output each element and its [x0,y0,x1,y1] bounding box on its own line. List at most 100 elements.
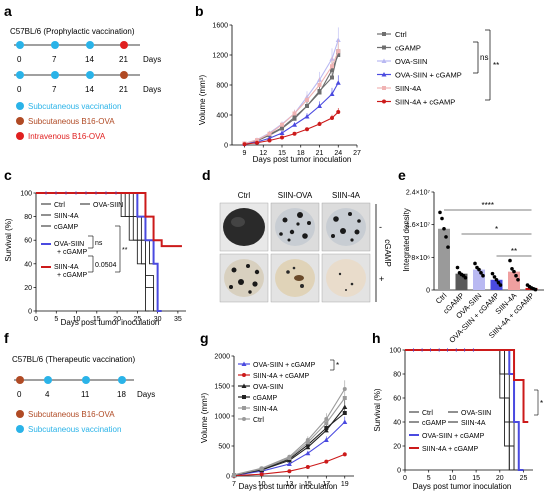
data-point [335,37,341,42]
x-tick-label: 13 [285,481,293,488]
data-point [305,438,310,442]
legend-label: Ctrl [395,30,407,39]
x-tick-label: 25 [520,475,528,482]
y-tick-label: 1600 [212,23,228,30]
x-tick-label: 15 [278,150,286,157]
survival-curve [36,192,162,312]
data-point [455,265,460,270]
lung-image-siin-4a-plus [326,259,366,297]
data-point [324,421,329,426]
timeline-dot [16,41,24,49]
y-tick-label: 20 [24,285,32,292]
x-tick-label: 5 [54,316,58,323]
x-tick-label: 15 [472,475,480,482]
legend-dot [16,410,24,418]
data-point [342,452,347,457]
data-point [514,273,518,278]
timeline-dot [16,71,24,79]
data-point [324,459,329,464]
data-point [336,49,341,54]
y-tick-label: 0 [28,309,32,316]
timeline-label: 7 [52,55,57,64]
x-axis-label: Days post tumor inoculation [253,155,352,164]
panel-letter-d: d [202,167,211,183]
y-tick-label: 1200 [212,53,228,60]
data-point [510,266,514,271]
y-axis-label: Volume (mm³) [200,393,209,444]
series-line [244,39,339,145]
legend-label: OVA-SIIN [461,410,491,417]
data-point [292,116,297,121]
data-point [382,45,386,50]
legend-label: + cGAMP [57,249,87,256]
data-point [498,283,503,287]
data-point [259,472,264,477]
data-point [335,80,341,85]
data-point [287,469,292,474]
data-point [438,210,442,215]
data-point [305,127,309,132]
legend-label: SIIN-4A + cGAMP [422,446,479,453]
sig-label: **** [482,201,494,210]
legend-dot [16,102,24,110]
legend-label: SIIN-4A + cGAMP [395,98,455,107]
data-point [304,114,310,119]
sig-label: ** [122,247,128,254]
panel-letter-b: b [195,3,204,19]
x-tick-label: 30 [154,316,162,323]
series-line [233,421,346,476]
timeline-label: 0 [17,85,22,94]
x-tick-label: 9 [243,150,247,157]
y-tick-label: 1.6×10⁷ [406,222,431,229]
x-tick-label: 18 [297,150,305,157]
data-point [330,116,334,120]
data-point [477,267,481,272]
data-point [232,472,236,477]
legend-label: OVA-SIIN [93,202,123,209]
data-point [267,131,272,136]
x-tick-label: 17 [322,481,330,488]
x-tick-label: 10 [73,316,81,323]
panel-g-legend: OVA-SIIN + cGAMP SIIN-4A + cGAMP OVA-SIIN c… [238,361,316,424]
legend-label: Ctrl [54,202,65,209]
data-point [381,58,387,63]
bar [438,228,450,290]
bar [473,269,485,290]
data-point [508,258,512,263]
data-point [444,235,448,239]
data-point [305,98,309,102]
data-point [317,103,322,108]
panel-h-legend: Ctrl OVA-SIIN cGAMP SIIN-4A OVA-SIIN + cGAMP… [409,410,491,453]
x-tick-label: 0 [403,475,407,482]
y-tick-label: 2.4×10⁷ [406,190,431,197]
data-point [382,99,386,104]
timeline-dot [86,41,94,49]
data-point [342,411,347,415]
data-point [440,216,444,221]
data-point [442,226,446,231]
data-point [512,269,516,274]
timeline-dot [44,376,52,384]
data-point [446,245,450,249]
y-tick-label: 20 [393,444,401,451]
data-point [305,450,311,456]
x-tick-label: 24 [334,150,342,157]
sig-label: * [540,399,543,408]
data-point [242,406,246,410]
data-point [305,104,309,108]
x-tick-label: 10 [449,475,457,482]
data-point [324,426,329,430]
y-tick-label: 0 [426,288,430,295]
data-point [324,417,329,421]
series-line [244,54,339,145]
row-label: + [379,274,384,284]
panel-letter-h: h [372,330,381,346]
data-point [382,32,386,36]
legend-label: + cGAMP [57,272,87,279]
survival-curve [36,192,158,312]
data-point [317,83,322,87]
data-point [292,131,297,136]
lung-image-siin-ova-minus [275,208,315,246]
y-tick-label: 100 [389,348,401,355]
